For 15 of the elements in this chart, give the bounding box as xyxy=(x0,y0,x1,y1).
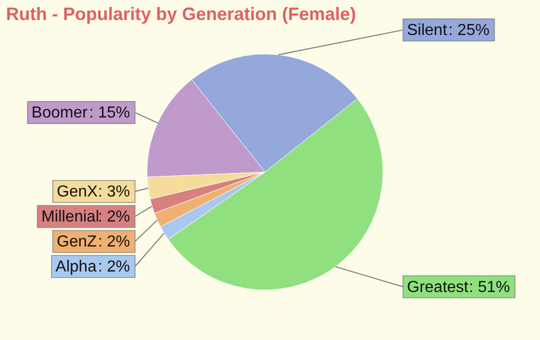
data-label: : 15% xyxy=(89,104,130,122)
slice-label: Boomer xyxy=(32,104,88,122)
data-label: : 3% xyxy=(98,183,130,200)
slice-label: GenZ xyxy=(56,233,98,250)
slice-label: Greatest xyxy=(407,278,469,296)
data-label: : 25% xyxy=(448,22,490,39)
chart-title: Ruth - Popularity by Generation (Female) xyxy=(6,4,356,24)
data-label: : 2% xyxy=(98,233,130,250)
slice-label: Alpha xyxy=(56,258,97,276)
slice-label: GenX xyxy=(56,183,98,200)
slice-label: Millenial xyxy=(41,208,100,226)
data-label: : 2% xyxy=(98,208,130,226)
data-label: : 51% xyxy=(469,278,510,296)
data-label: : 2% xyxy=(98,258,130,276)
slice-label: Silent xyxy=(407,22,448,39)
